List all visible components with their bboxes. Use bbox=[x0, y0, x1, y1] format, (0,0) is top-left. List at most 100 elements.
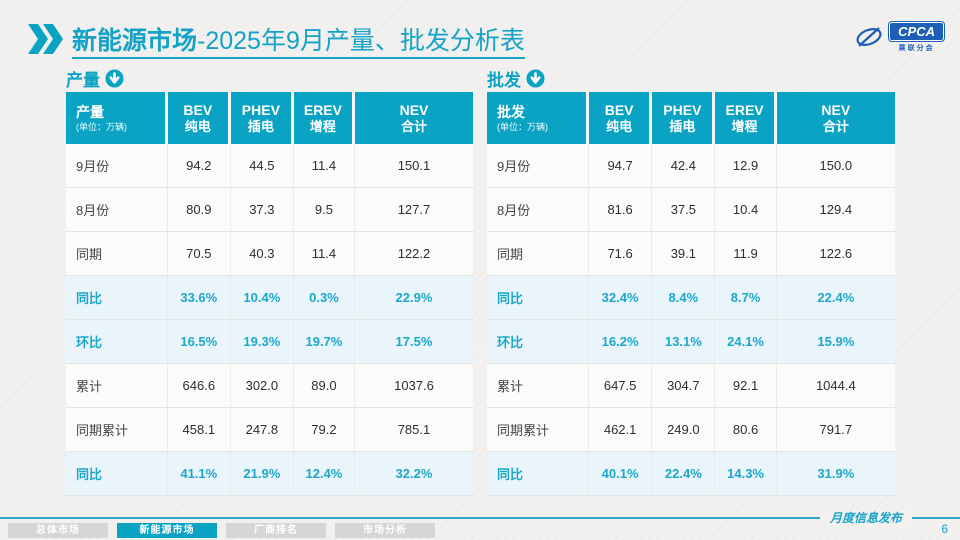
value-cell: 150.1 bbox=[397, 158, 431, 173]
row-label-cell: 8月份 bbox=[487, 188, 589, 231]
value-cell: 791.7 bbox=[819, 422, 853, 437]
footer-tab-厂商排名[interactable]: 厂商排名 bbox=[226, 523, 326, 538]
value-cell: 24.1% bbox=[715, 320, 777, 363]
table-row: 同期 70.5 40.3 11.4 122.2 bbox=[66, 232, 473, 276]
table-row: 8月份 80.9 37.3 9.5 127.7 bbox=[66, 188, 473, 232]
value-cell: 41.1% bbox=[168, 452, 231, 495]
wholesale-section-header: 批发 bbox=[487, 64, 895, 92]
table-row: 同期 71.6 39.1 11.9 122.6 bbox=[487, 232, 895, 276]
value-cell: 70.5 bbox=[168, 232, 231, 275]
row-label-cell: 环比 bbox=[66, 320, 168, 363]
value-cell: 19.7% bbox=[294, 320, 355, 363]
row-label-cell: 同比 bbox=[487, 276, 589, 319]
footer-tab-总体市场[interactable]: 总体市场 bbox=[8, 523, 108, 538]
value-cell: 32.2% bbox=[395, 466, 433, 481]
value-cell: 16.5% bbox=[168, 320, 231, 363]
value-cell: 33.6% bbox=[168, 276, 231, 319]
value-cell: 21.9% bbox=[231, 452, 294, 495]
table-row: 8月份 81.6 37.5 10.4 129.4 bbox=[487, 188, 895, 232]
cpca-swoosh-icon bbox=[856, 26, 882, 47]
table-row: 9月份 94.7 42.4 12.9 150.0 bbox=[487, 144, 895, 188]
value-cell: 127.7 bbox=[397, 202, 431, 217]
footer-tab-新能源市场[interactable]: 新能源市场 bbox=[117, 523, 217, 538]
value-cell: 11.4 bbox=[294, 144, 355, 187]
value-cell: 1037.6 bbox=[394, 378, 434, 393]
cpca-logo-subtext: 乘联分会 bbox=[898, 45, 935, 52]
value-cell: 11.9 bbox=[715, 232, 777, 275]
cpca-logo-text: CPCA bbox=[889, 22, 944, 41]
table-row: 同比 32.4% 8.4% 8.7% 22.4% bbox=[487, 276, 895, 320]
value-cell: 458.1 bbox=[168, 408, 231, 451]
row-label-cell: 同期 bbox=[487, 232, 589, 275]
value-cell: 44.5 bbox=[231, 144, 294, 187]
value-cell: 0.3% bbox=[294, 276, 355, 319]
value-cell: 37.5 bbox=[652, 188, 716, 231]
cpca-logo: CPCA 乘联分会 bbox=[854, 22, 944, 53]
value-cell: 122.2 bbox=[397, 246, 431, 261]
value-cell: 40.3 bbox=[231, 232, 294, 275]
value-cell: 8.7% bbox=[715, 276, 777, 319]
value-cell: 94.7 bbox=[589, 144, 653, 187]
value-cell: 647.5 bbox=[589, 364, 653, 407]
value-cell: 16.2% bbox=[589, 320, 653, 363]
value-cell: 11.4 bbox=[294, 232, 355, 275]
page-title-rest: -2025年9月产量、批发分析表 bbox=[197, 27, 525, 55]
value-cell: 12.4% bbox=[294, 452, 355, 495]
row-label-cell: 同比 bbox=[66, 276, 168, 319]
value-cell: 10.4 bbox=[715, 188, 777, 231]
row-label-cell: 9月份 bbox=[487, 144, 589, 187]
table-header-row: 产量 (单位：万辆) BEV 纯电 PHEV 插电 EREV 增程 NEV 合计 bbox=[66, 92, 473, 144]
value-cell: 19.3% bbox=[231, 320, 294, 363]
value-cell: 10.4% bbox=[231, 276, 294, 319]
footer-tab-市场分析[interactable]: 市场分析 bbox=[335, 523, 435, 538]
down-arrow-circle-icon bbox=[526, 69, 545, 87]
row-label-cell: 累计 bbox=[66, 364, 168, 407]
value-cell: 71.6 bbox=[589, 232, 653, 275]
page-title: 新能源市场-2025年9月产量、批发分析表 bbox=[72, 21, 525, 59]
value-cell: 37.3 bbox=[231, 188, 294, 231]
row-label-cell: 同期累计 bbox=[66, 408, 168, 451]
value-cell: 40.1% bbox=[589, 452, 653, 495]
table-row: 环比 16.5% 19.3% 19.7% 17.5% bbox=[66, 320, 473, 364]
column-header-bev: BEV 纯电 bbox=[168, 92, 231, 144]
column-header-nev: NEV 合计 bbox=[399, 101, 429, 134]
table-row: 9月份 94.2 44.5 11.4 150.1 bbox=[66, 144, 473, 188]
page-title-bold: 新能源市场 bbox=[72, 27, 198, 55]
row-label-cell: 环比 bbox=[487, 320, 589, 363]
page-number: 6 bbox=[941, 522, 948, 536]
footer-nav-tabs: 总体市场 新能源市场 厂商排名 市场分析 bbox=[8, 523, 435, 538]
value-cell: 80.6 bbox=[715, 408, 777, 451]
value-cell: 22.9% bbox=[395, 290, 433, 305]
wholesale-section-label: 批发 bbox=[487, 70, 521, 90]
production-section-label: 产量 bbox=[66, 70, 100, 90]
value-cell: 462.1 bbox=[589, 408, 653, 451]
wholesale-table: 批发 (单位：万辆) BEV 纯电 PHEV 插电 EREV 增程 NEV 合计 9月份 94.7 42… bbox=[487, 92, 895, 496]
value-cell: 31.9% bbox=[817, 466, 855, 481]
value-cell: 39.1 bbox=[652, 232, 716, 275]
value-cell: 302.0 bbox=[231, 364, 294, 407]
column-header-bev: BEV 纯电 bbox=[589, 92, 653, 144]
column-header-nev: NEV 合计 bbox=[821, 101, 851, 134]
table-row: 同比 40.1% 22.4% 14.3% 31.9% bbox=[487, 452, 895, 496]
value-cell: 79.2 bbox=[294, 408, 355, 451]
row-label-cell: 9月份 bbox=[66, 144, 168, 187]
row-label-cell: 同比 bbox=[66, 452, 168, 495]
value-cell: 9.5 bbox=[294, 188, 355, 231]
value-cell: 92.1 bbox=[715, 364, 777, 407]
row-label-cell: 同比 bbox=[487, 452, 589, 495]
table-row: 累计 647.5 304.7 92.1 1044.4 bbox=[487, 364, 895, 408]
down-arrow-circle-icon bbox=[105, 69, 124, 87]
table-corner-cell: 产量 (单位：万辆) bbox=[66, 92, 168, 144]
row-label-cell: 同期 bbox=[66, 232, 168, 275]
value-cell: 12.9 bbox=[715, 144, 777, 187]
row-label-cell: 累计 bbox=[487, 364, 589, 407]
wholesale-section: 批发 批发 (单位：万辆) BEV 纯电 PHEV 插电 EREV 增程 NEV 合计 9月份 94.… bbox=[487, 64, 895, 496]
value-cell: 646.6 bbox=[168, 364, 231, 407]
value-cell: 22.4% bbox=[652, 452, 716, 495]
table-row: 同期累计 458.1 247.8 79.2 785.1 bbox=[66, 408, 473, 452]
value-cell: 22.4% bbox=[817, 290, 855, 305]
column-header-phev: PHEV 插电 bbox=[231, 92, 294, 144]
row-label-cell: 8月份 bbox=[66, 188, 168, 231]
production-table: 产量 (单位：万辆) BEV 纯电 PHEV 插电 EREV 增程 NEV 合计 9月份 94.2 44… bbox=[66, 92, 473, 496]
